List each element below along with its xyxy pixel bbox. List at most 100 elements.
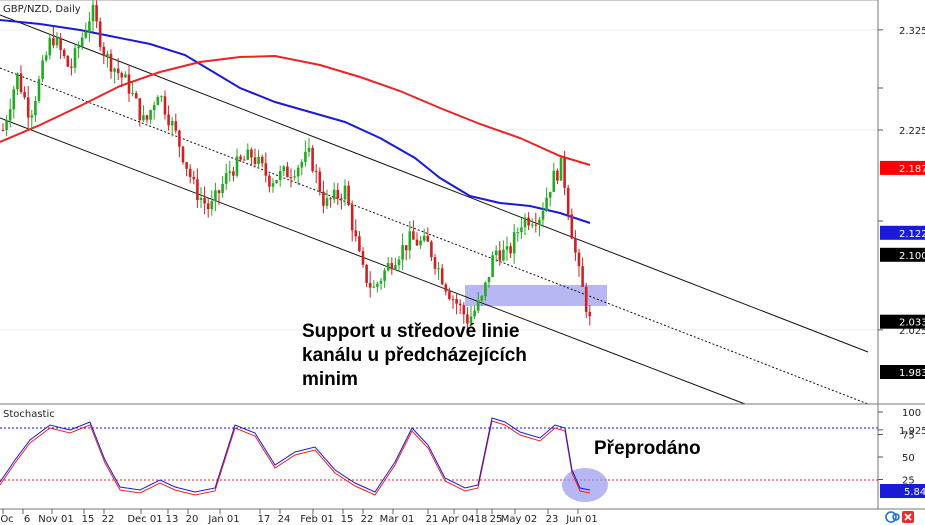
- candle: [124, 71, 127, 78]
- channel-lower-line: [0, 117, 746, 405]
- candle: [80, 32, 84, 50]
- candle: [156, 95, 160, 106]
- x-tick-label: 18: [475, 514, 488, 525]
- candle: [448, 287, 451, 301]
- candle: [120, 71, 124, 87]
- candle: [534, 212, 538, 233]
- candle: [296, 164, 300, 186]
- candle: [12, 85, 16, 119]
- candle: [368, 271, 372, 298]
- candle: [160, 95, 163, 102]
- candle: [203, 186, 206, 215]
- candle: [138, 98, 142, 127]
- price-label-text: 2.1877: [899, 164, 925, 175]
- price-label-last-price: 2.0339: [880, 314, 925, 329]
- candle: [458, 299, 462, 315]
- candle: [502, 240, 505, 262]
- candle: [188, 164, 192, 184]
- price-label-channel-upper: 2.1008: [880, 247, 925, 262]
- y-tick-label: 2.0257: [899, 326, 925, 337]
- candle: [520, 217, 523, 239]
- candle: [113, 67, 116, 84]
- support-annotation-line-2: kanálu u předcházejících: [302, 345, 527, 366]
- candle: [376, 281, 379, 293]
- close-chart-icon[interactable]: [902, 511, 914, 523]
- x-axis-ticks: Oc 6 Nov 01 15 22 Dec 01 13 20 Jan 01 17 24 Feb 01 1…: [0, 509, 598, 525]
- candle: [322, 180, 325, 214]
- x-tick-label: 23: [546, 514, 559, 525]
- y-tick-label: 2.3257: [899, 26, 925, 37]
- candle: [66, 54, 70, 68]
- candle: [487, 276, 491, 288]
- candle: [214, 182, 217, 212]
- candle: [167, 105, 170, 131]
- y-tick-label: 2.2256: [899, 126, 925, 137]
- candle: [390, 257, 394, 275]
- candle: [221, 175, 224, 198]
- sma-slow-line: [0, 54, 591, 166]
- candle: [149, 109, 152, 124]
- candle: [332, 182, 336, 204]
- candle: [494, 245, 498, 262]
- candle: [469, 306, 473, 325]
- price-label-text: 2.0339: [899, 318, 925, 329]
- candle: [361, 247, 365, 268]
- candle: [199, 187, 203, 209]
- candle: [394, 257, 397, 271]
- candle: [304, 140, 307, 167]
- candle: [62, 48, 66, 59]
- candle: [498, 241, 502, 266]
- candle: [426, 227, 430, 242]
- candle: [26, 86, 30, 130]
- candle: [476, 292, 480, 314]
- sync-icon[interactable]: [885, 511, 900, 523]
- candle: [491, 251, 494, 278]
- oversold-annotation: Přeprodáno: [594, 438, 701, 459]
- candle: [286, 161, 289, 178]
- price-label-text: 2.1008: [899, 251, 925, 262]
- price-label-text: 2.1228: [899, 229, 925, 240]
- candle: [516, 227, 520, 242]
- candle: [527, 212, 530, 231]
- x-tick-label: 6: [24, 514, 30, 525]
- candle: [268, 173, 271, 193]
- candle: [584, 282, 588, 319]
- candle: [379, 277, 383, 290]
- x-tick-label: Feb 01: [300, 514, 334, 525]
- candle: [419, 236, 422, 249]
- candle: [530, 218, 534, 229]
- candle: [415, 232, 419, 247]
- price-label-channel-lower: 1.9836: [880, 365, 925, 379]
- candle: [37, 75, 41, 104]
- candle: [8, 98, 12, 128]
- chart-tools[interactable]: [885, 511, 914, 523]
- price-channel: [0, 14, 869, 405]
- candle: [282, 165, 286, 176]
- stoch-current-value: 5.84: [904, 487, 925, 498]
- stoch-tick-label: 100: [902, 408, 921, 419]
- candle: [466, 306, 469, 329]
- price-label-sma-fast: 2.1228: [880, 225, 925, 240]
- oversold-highlight: [562, 468, 608, 502]
- candle: [350, 200, 354, 242]
- candle: [559, 157, 563, 181]
- candle: [358, 230, 361, 253]
- candle: [386, 257, 390, 272]
- stoch-tick-label: 50: [902, 453, 915, 464]
- candle: [264, 152, 268, 183]
- candle: [19, 65, 23, 94]
- x-tick-label: 21: [426, 514, 439, 525]
- support-annotation-line-3: minim: [302, 369, 358, 390]
- stoch-tick-label: 75: [902, 431, 915, 442]
- candle: [412, 220, 415, 240]
- candle: [422, 228, 426, 243]
- candle: [131, 82, 134, 97]
- candle: [329, 196, 332, 208]
- candle: [253, 148, 257, 168]
- candle: [235, 148, 239, 178]
- candle: [347, 181, 350, 207]
- candle: [34, 95, 37, 122]
- candle: [300, 159, 304, 176]
- candle: [70, 58, 73, 76]
- stoch-k-line: [0, 417, 591, 493]
